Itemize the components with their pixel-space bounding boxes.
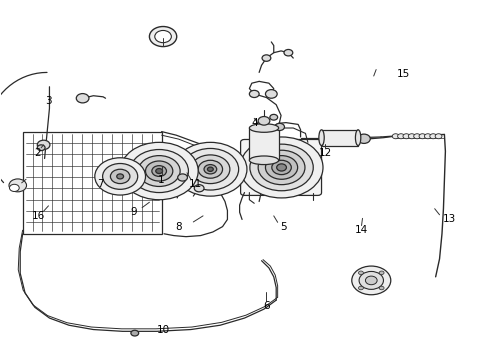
Ellipse shape [318,130,324,145]
Circle shape [258,150,305,185]
Circle shape [358,286,363,290]
Circle shape [156,168,162,174]
Circle shape [207,167,213,171]
Text: 10: 10 [156,325,169,335]
Circle shape [276,164,286,171]
Ellipse shape [249,124,278,132]
Circle shape [351,266,390,295]
Bar [321,130,357,145]
Circle shape [102,163,138,189]
Circle shape [397,134,404,139]
Circle shape [198,160,222,178]
Bar [249,128,278,160]
Text: 12: 12 [318,148,331,158]
Circle shape [9,184,19,192]
Text: 6: 6 [263,301,269,311]
Bar [22,132,161,234]
Circle shape [203,165,216,174]
Circle shape [173,142,246,196]
Circle shape [434,134,441,139]
Circle shape [365,276,376,285]
Circle shape [391,134,398,139]
Circle shape [358,271,363,275]
Text: 1: 1 [158,175,164,185]
Circle shape [76,94,89,103]
Circle shape [117,174,123,179]
Circle shape [155,31,171,42]
Text: 5: 5 [280,222,286,231]
Text: 15: 15 [396,69,409,79]
Text: 7: 7 [97,179,104,189]
Circle shape [190,155,229,184]
Circle shape [269,114,277,120]
Circle shape [429,134,436,139]
Circle shape [149,27,176,46]
Circle shape [145,161,172,181]
Circle shape [177,174,187,181]
Circle shape [240,137,323,198]
Circle shape [413,134,420,139]
Circle shape [274,123,284,131]
Text: 9: 9 [130,207,137,217]
Text: 8: 8 [175,222,182,231]
Text: 11: 11 [189,179,202,189]
Text: 13: 13 [442,215,455,224]
Circle shape [130,149,188,193]
Ellipse shape [249,156,278,165]
Circle shape [407,134,414,139]
Text: 2: 2 [34,148,41,158]
Circle shape [378,271,383,275]
Circle shape [265,90,277,98]
Circle shape [182,148,238,190]
Circle shape [424,134,430,139]
Text: 16: 16 [32,211,45,221]
Circle shape [37,145,45,150]
Circle shape [358,271,383,289]
Circle shape [357,134,369,143]
FancyBboxPatch shape [240,139,321,195]
Circle shape [9,179,26,192]
Circle shape [37,140,50,149]
Circle shape [95,158,145,195]
Circle shape [258,117,269,125]
Circle shape [249,90,259,98]
Circle shape [284,49,292,56]
Ellipse shape [355,130,360,145]
Circle shape [262,55,270,61]
Circle shape [402,134,409,139]
Circle shape [249,144,313,191]
Circle shape [378,286,383,290]
Circle shape [418,134,425,139]
Circle shape [265,156,297,179]
Text: 14: 14 [354,225,367,235]
Circle shape [131,330,139,336]
Circle shape [194,185,203,192]
Text: 3: 3 [45,96,52,106]
Circle shape [271,160,291,175]
Circle shape [152,166,166,176]
Circle shape [110,169,130,184]
Circle shape [120,142,198,200]
Circle shape [138,156,180,186]
Text: 4: 4 [250,118,257,128]
